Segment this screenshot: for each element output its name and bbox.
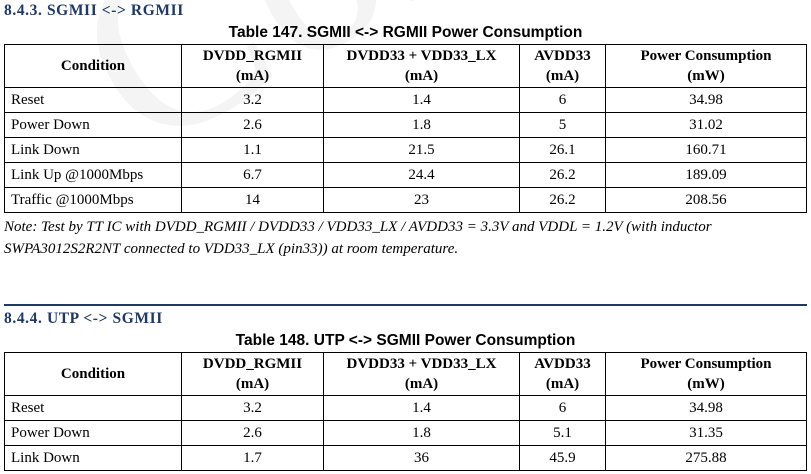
cell-avdd33: 45.9 bbox=[519, 445, 606, 471]
cell-condition: Power Down bbox=[4, 420, 182, 446]
cell-power: 34.98 bbox=[605, 87, 807, 113]
table-row: Reset 3.2 1.4 6 34.98 bbox=[4, 395, 807, 421]
section-heading-sgmii-rgmii: 8.4.3. SGMII <-> RGMII bbox=[4, 2, 184, 19]
cell-dvdd33-vdd33lx: 21.5 bbox=[323, 137, 520, 163]
cell-dvdd33-vdd33lx: 23 bbox=[323, 187, 520, 213]
cell-power: 31.35 bbox=[605, 420, 807, 446]
header-avdd33: AVDD33 (mA) bbox=[519, 44, 606, 88]
cell-condition: Reset bbox=[4, 395, 182, 421]
cell-dvdd-rgmii: 6.7 bbox=[181, 162, 324, 188]
table-row: Power Down 2.6 1.8 5 31.02 bbox=[4, 112, 807, 138]
header-dvdd-rgmii: DVDD_RGMII (mA) bbox=[181, 44, 324, 88]
table-147-header-row: Condition DVDD_RGMII (mA) DVDD33 + VDD33_… bbox=[4, 44, 807, 88]
cell-condition: Reset bbox=[4, 87, 182, 113]
table-148-caption: Table 148. UTP <-> SGMII Power Consumpti… bbox=[235, 332, 576, 349]
table-147-note: Note: Test by TT IC with DVDD_RGMII / DV… bbox=[4, 219, 712, 257]
header-power-consumption: Power Consumption (mW) bbox=[605, 352, 807, 396]
cell-condition: Link Up @1000Mbps bbox=[4, 162, 182, 188]
cell-power: 31.02 bbox=[605, 112, 807, 138]
cell-power: 189.09 bbox=[605, 162, 807, 188]
table-row: Power Down 2.6 1.8 5.1 31.35 bbox=[4, 420, 807, 446]
cell-dvdd33-vdd33lx: 1.8 bbox=[323, 112, 520, 138]
cell-avdd33: 26.1 bbox=[519, 137, 606, 163]
header-condition: Condition bbox=[4, 352, 182, 396]
header-power-consumption: Power Consumption (mW) bbox=[605, 44, 807, 88]
table-row: Reset 3.2 1.4 6 34.98 bbox=[4, 87, 807, 113]
cell-power: 160.71 bbox=[605, 137, 807, 163]
cell-power: 275.88 bbox=[605, 445, 807, 471]
cell-power: 34.98 bbox=[605, 395, 807, 421]
table-row: Link Down 1.7 36 45.9 275.88 bbox=[4, 445, 807, 471]
cell-avdd33: 6 bbox=[519, 87, 606, 113]
header-avdd33: AVDD33 (mA) bbox=[519, 352, 606, 396]
cell-dvdd-rgmii: 1.7 bbox=[181, 445, 324, 471]
cell-condition: Link Down bbox=[4, 445, 182, 471]
cell-avdd33: 26.2 bbox=[519, 162, 606, 188]
cell-dvdd33-vdd33lx: 36 bbox=[323, 445, 520, 471]
cell-avdd33: 26.2 bbox=[519, 187, 606, 213]
cell-dvdd-rgmii: 1.1 bbox=[181, 137, 324, 163]
section-divider bbox=[4, 304, 807, 306]
header-dvdd33-vdd33lx: DVDD33 + VDD33_LX (mA) bbox=[323, 352, 520, 396]
table-148: Condition DVDD_RGMII (mA) DVDD33 + VDD33_… bbox=[4, 352, 807, 471]
cell-condition: Link Down bbox=[4, 137, 182, 163]
table-row: Traffic @1000Mbps 14 23 26.2 208.56 bbox=[4, 187, 807, 213]
cell-dvdd33-vdd33lx: 1.4 bbox=[323, 87, 520, 113]
cell-avdd33: 6 bbox=[519, 395, 606, 421]
cell-condition: Traffic @1000Mbps bbox=[4, 187, 182, 213]
table-148-header-row: Condition DVDD_RGMII (mA) DVDD33 + VDD33_… bbox=[4, 352, 807, 396]
cell-dvdd33-vdd33lx: 1.4 bbox=[323, 395, 520, 421]
cell-avdd33: 5.1 bbox=[519, 420, 606, 446]
cell-condition: Power Down bbox=[4, 112, 182, 138]
table-147-caption: Table 147. SGMII <-> RGMII Power Consump… bbox=[228, 24, 583, 41]
cell-dvdd-rgmii: 2.6 bbox=[181, 112, 324, 138]
header-dvdd-rgmii: DVDD_RGMII (mA) bbox=[181, 352, 324, 396]
header-dvdd33-vdd33lx: DVDD33 + VDD33_LX (mA) bbox=[323, 44, 520, 88]
cell-dvdd-rgmii: 14 bbox=[181, 187, 324, 213]
cell-avdd33: 5 bbox=[519, 112, 606, 138]
table-row: Link Up @1000Mbps 6.7 24.4 26.2 189.09 bbox=[4, 162, 807, 188]
section-heading-utp-sgmii: 8.4.4. UTP <-> SGMII bbox=[4, 310, 163, 327]
cell-power: 208.56 bbox=[605, 187, 807, 213]
table-147: Condition DVDD_RGMII (mA) DVDD33 + VDD33_… bbox=[4, 44, 807, 213]
cell-dvdd-rgmii: 3.2 bbox=[181, 87, 324, 113]
table-row: Link Down 1.1 21.5 26.1 160.71 bbox=[4, 137, 807, 163]
cell-dvdd33-vdd33lx: 24.4 bbox=[323, 162, 520, 188]
cell-dvdd-rgmii: 3.2 bbox=[181, 395, 324, 421]
cell-dvdd-rgmii: 2.6 bbox=[181, 420, 324, 446]
cell-dvdd33-vdd33lx: 1.8 bbox=[323, 420, 520, 446]
header-condition: Condition bbox=[4, 44, 182, 88]
